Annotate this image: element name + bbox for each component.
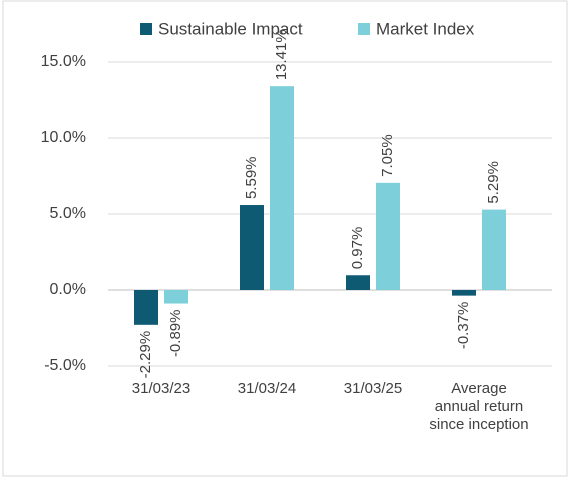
x-tick-label: 31/03/25 (343, 380, 403, 397)
data-label: -0.37% (455, 302, 472, 350)
bar (376, 182, 400, 290)
legend-swatch (358, 23, 370, 35)
bar (240, 205, 264, 290)
bar (482, 209, 506, 290)
y-tick-label: 15.0% (41, 53, 86, 70)
data-label: 5.59% (243, 156, 260, 199)
data-label: 13.41% (273, 29, 290, 80)
legend-swatch (140, 23, 152, 35)
y-tick-label: 0.0% (50, 281, 86, 298)
x-tick-label: Average annual return since inception (429, 380, 529, 433)
bar (134, 290, 158, 325)
y-tick-label: 5.0% (50, 205, 86, 222)
bar (452, 290, 476, 296)
y-tick-label: -5.0% (44, 357, 86, 374)
legend-label: Sustainable Impact (158, 19, 303, 38)
bar (164, 290, 188, 304)
data-label: -0.89% (167, 310, 184, 358)
data-label: 0.97% (349, 227, 366, 270)
bar (270, 86, 294, 290)
x-tick-label: 31/03/23 (131, 380, 191, 397)
data-label: -2.29% (137, 331, 154, 379)
data-label: 5.29% (485, 161, 502, 204)
y-tick-label: 10.0% (41, 129, 86, 146)
legend-label: Market Index (376, 19, 475, 38)
bar (346, 275, 370, 290)
data-label: 7.05% (379, 134, 396, 177)
x-tick-label: 31/03/24 (237, 380, 297, 397)
